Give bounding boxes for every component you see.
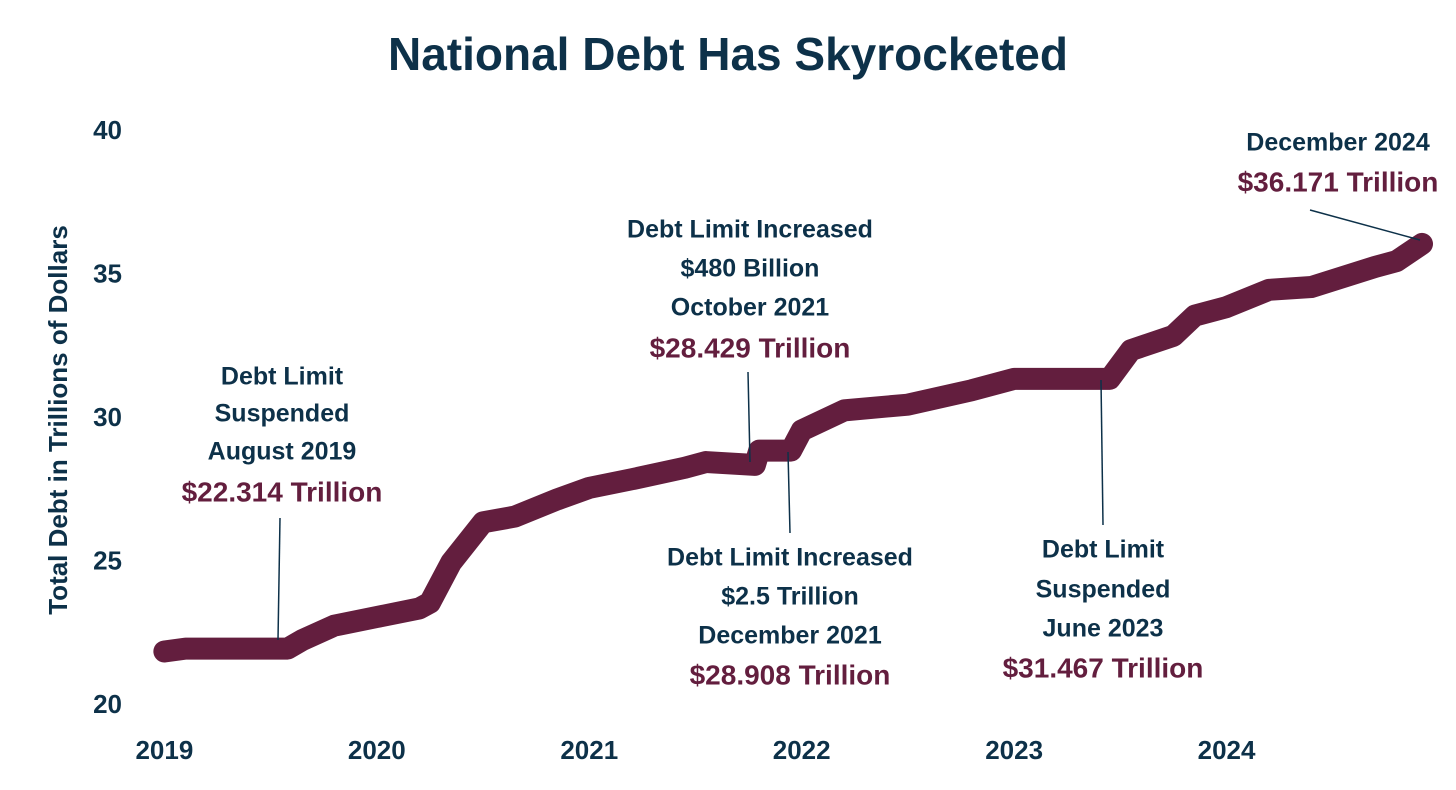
x-tick-label: 2024 <box>1198 735 1256 765</box>
annotation-text: June 2023 <box>1043 615 1164 643</box>
annotation-text: Suspended <box>1036 576 1171 604</box>
annotation-value: $28.429 Trillion <box>650 332 851 363</box>
annotation-leader <box>1100 379 1104 526</box>
annotation-leader <box>747 371 751 463</box>
annotation-leader <box>277 517 281 641</box>
y-tick-label: 40 <box>93 115 122 145</box>
annotation-leader <box>1309 209 1421 241</box>
annotation-text: Debt Limit <box>1042 536 1165 564</box>
x-tick-label: 2020 <box>348 735 406 765</box>
x-tick-label: 2019 <box>135 735 193 765</box>
annotation-text: Debt Limit Increased <box>627 216 873 244</box>
chart-title: National Debt Has Skyrocketed <box>388 28 1068 80</box>
x-tick-label: 2021 <box>560 735 618 765</box>
y-tick-label: 30 <box>93 402 122 432</box>
y-axis-label: Total Debt in Trillions of Dollars <box>43 225 73 615</box>
y-tick-label: 20 <box>93 689 122 719</box>
x-tick-label: 2023 <box>985 735 1043 765</box>
annotation-text: $2.5 Trillion <box>721 583 859 611</box>
annotation-text: December 2021 <box>698 622 882 650</box>
annotation-text: August 2019 <box>208 438 357 466</box>
debt-line <box>153 232 1433 663</box>
annotation-text: Debt Limit Increased <box>667 544 913 572</box>
annotation-text: $480 Billion <box>681 255 820 283</box>
x-tick-label: 2022 <box>773 735 831 765</box>
annotation-value: $31.467 Trillion <box>1003 652 1204 683</box>
y-tick-label: 25 <box>93 545 122 575</box>
annotation-text: Suspended <box>215 400 350 428</box>
annotation-text: December 2024 <box>1246 129 1430 157</box>
annotation-text: October 2021 <box>671 294 830 322</box>
annotation-leader <box>787 451 791 534</box>
annotation-text: Debt Limit <box>221 363 344 391</box>
annotation-value: $28.908 Trillion <box>690 659 891 690</box>
annotation-value: $22.314 Trillion <box>182 476 383 507</box>
y-tick-label: 35 <box>93 258 122 288</box>
annotation-value: $36.171 Trillion <box>1238 166 1439 197</box>
